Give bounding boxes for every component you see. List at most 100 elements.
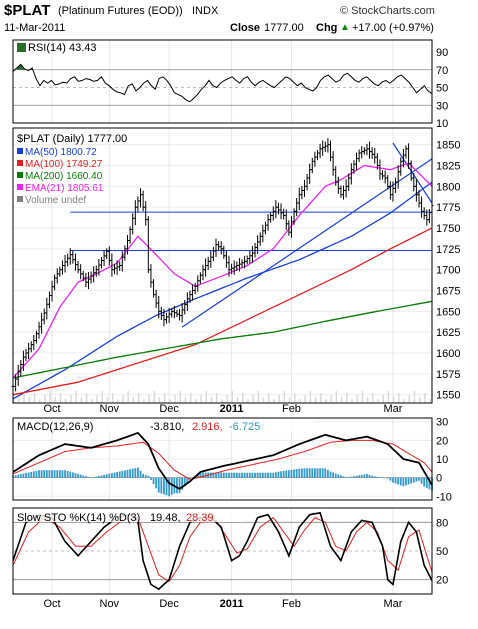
legend-swatch [17, 148, 23, 154]
macd-histogram-bar [423, 477, 426, 487]
macd-histogram-bar [384, 477, 387, 479]
macd-histogram-bar [43, 470, 46, 478]
symbol: $PLAT [4, 2, 51, 19]
volume-bar [106, 397, 109, 403]
volume-bar [340, 397, 343, 403]
macd-histogram-bar [402, 477, 405, 487]
sto-title-bg [14, 509, 244, 522]
macd-histogram-bar [394, 477, 397, 484]
volume-bar [226, 395, 228, 403]
macd-histogram-bar [225, 472, 228, 478]
macd-histogram-bar [261, 472, 264, 478]
macd-histogram-bar [228, 472, 230, 478]
macd-histogram-bar [410, 477, 413, 484]
macd-histogram-bar [56, 470, 59, 478]
volume-bar [163, 393, 166, 403]
volume-bar [320, 393, 322, 403]
macd-histogram-bar [290, 469, 293, 478]
volume-bar [210, 397, 213, 403]
macd-histogram-bar [113, 472, 116, 478]
legend-entry: Volume undef [25, 195, 86, 206]
volume-bar [179, 391, 181, 403]
macd-histogram-bar [350, 476, 353, 478]
sto-title: Slow STO %K(14) %D(3) [17, 512, 140, 524]
macd-histogram-bar [155, 477, 158, 489]
macd-histogram-bar [329, 471, 332, 478]
volume-bar [59, 393, 62, 403]
legend-entry: MA(50) 1800.72 [25, 147, 97, 158]
legend-swatch [17, 184, 23, 190]
macd-histogram-bar [340, 475, 342, 478]
macd-histogram-bar [371, 475, 374, 478]
macd-line [12, 431, 433, 490]
macd-histogram-bar [160, 477, 163, 494]
legend-swatch [17, 196, 23, 202]
macd-histogram-bar [61, 470, 64, 478]
macd-histogram-bar [337, 474, 340, 478]
sto-d-line [12, 516, 433, 583]
macd-histogram-bar [306, 468, 308, 478]
price-y-tick: 1600 [436, 348, 460, 360]
macd-histogram-bar [45, 470, 48, 478]
macd-histogram-bar [379, 477, 381, 478]
ma50-line [12, 181, 433, 400]
rsi-y-tick: 30 [436, 100, 448, 112]
macd-histogram-bar [220, 472, 223, 478]
sto-frame [12, 507, 433, 595]
volume-bar [236, 397, 239, 403]
price-y-tick: 1800 [436, 181, 460, 193]
ma200-line [12, 300, 433, 379]
macd-panel: MACD(12,26,9) -3.810, 2.916, -6.725 -10 0 10 20… [12, 417, 452, 503]
x-tick-label: Oct [43, 403, 60, 415]
macd-histogram-bar [19, 474, 22, 478]
sto-k-value: 19.48, [150, 512, 181, 524]
volume-bar [231, 391, 234, 403]
macd-histogram-bar [282, 470, 285, 478]
volume-bar [382, 395, 384, 403]
volume-bar [330, 395, 332, 403]
macd-histogram-bar [345, 477, 348, 478]
macd-histogram-bar [134, 468, 137, 478]
macd-histogram-bar [178, 477, 181, 494]
macd-histogram-bar [381, 477, 384, 479]
volume-bar [44, 395, 46, 403]
macd-histogram-bar [217, 472, 220, 478]
rsi-overbought-fill [16, 64, 33, 70]
instrument-name: (Platinum Futures (EOD)) [58, 5, 183, 17]
macd-histogram-bar [243, 472, 246, 478]
macd-histogram-bar [64, 470, 66, 478]
volume-bar [117, 399, 119, 403]
macd-title-bg [14, 419, 314, 432]
macd-histogram-bar [254, 472, 256, 478]
macd-histogram-bar [126, 469, 129, 478]
volume-bar [13, 399, 15, 403]
volume-bar [39, 399, 41, 403]
macd-histogram-bar [363, 474, 366, 478]
macd-histogram-bar [303, 468, 306, 478]
macd-histogram-bar [79, 474, 82, 478]
macd-histogram-bar [347, 476, 350, 478]
macd-histogram-bar [355, 475, 358, 478]
macd-histogram-bar [241, 472, 243, 478]
legend-swatch [17, 160, 23, 166]
price-frame [12, 127, 433, 404]
volume-bar [200, 395, 202, 403]
close-value: 1777.00 [264, 22, 304, 34]
macd-histogram-bar [22, 473, 25, 478]
macd-histogram-bar [121, 470, 124, 478]
volume-bar [314, 397, 317, 403]
volume-bar [195, 399, 197, 403]
macd-hist-value: -6.725 [229, 421, 260, 433]
macd-histogram-bar [332, 472, 335, 478]
macd-histogram-bar [392, 477, 394, 483]
macd-histogram-bar [152, 477, 155, 485]
macd-histogram-bar [204, 472, 207, 478]
macd-histogram-bar [321, 468, 324, 478]
volume-bar [403, 399, 405, 403]
volume-bar [96, 395, 98, 403]
volume-bar [54, 397, 57, 403]
macd-histogram-bar [342, 476, 345, 478]
volume-bar [148, 395, 150, 403]
macd-histogram-bar [97, 475, 100, 478]
